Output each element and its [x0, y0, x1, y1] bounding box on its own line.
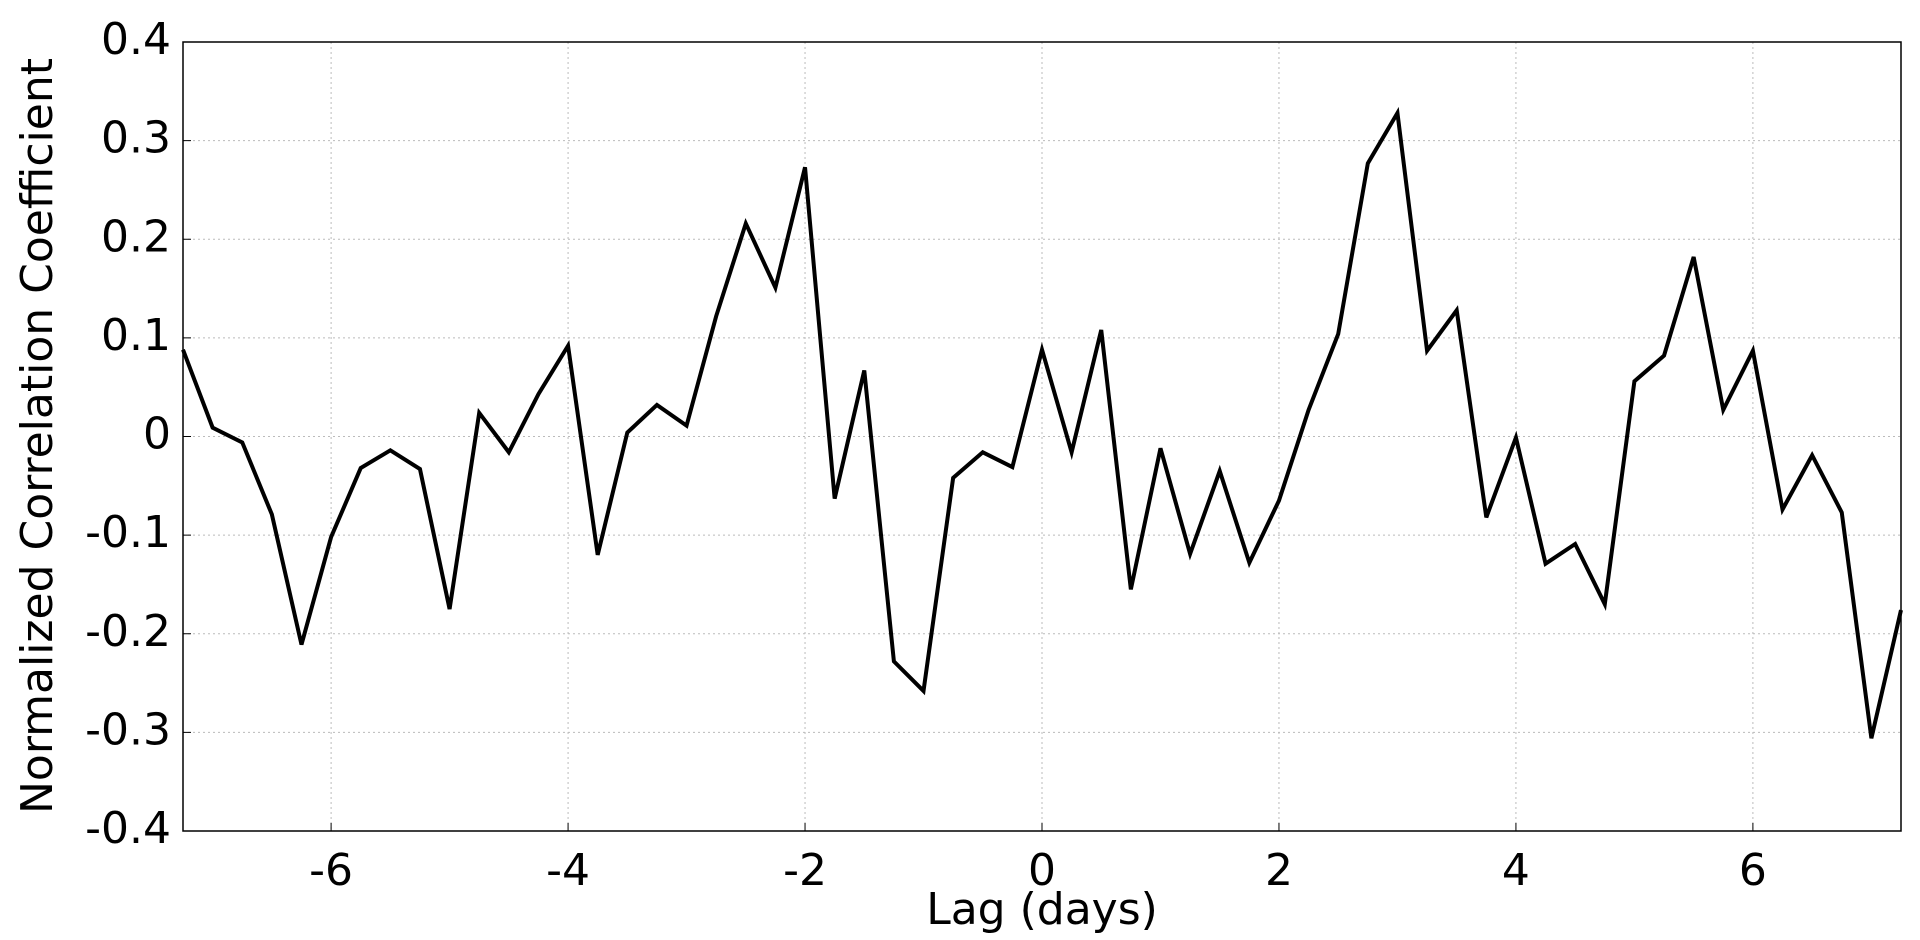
- y-tick-label: 0.2: [101, 211, 171, 262]
- y-tick-label: -0.4: [85, 803, 171, 854]
- y-tick-label: 0.4: [101, 14, 171, 65]
- y-tick-label: 0: [143, 409, 171, 460]
- x-axis-label: Lag (days): [926, 884, 1158, 935]
- y-axis-label: Normalized Correlation Coefficient: [12, 58, 63, 814]
- plot-frame: [182, 41, 1902, 832]
- y-tick-label: -0.2: [85, 606, 171, 657]
- y-tick-label: 0.1: [101, 310, 171, 361]
- x-tick-label: -2: [783, 845, 827, 896]
- x-tick-label: -6: [309, 845, 353, 896]
- x-tick-label: -4: [546, 845, 590, 896]
- x-tick-label: 2: [1265, 845, 1293, 896]
- y-tick-label: -0.3: [85, 704, 171, 755]
- y-tick-label: -0.1: [85, 507, 171, 558]
- data-line: [181, 106, 1903, 739]
- x-tick-label: 6: [1739, 845, 1767, 896]
- x-tick-label: 4: [1502, 845, 1530, 896]
- y-tick-label: 0.3: [101, 113, 171, 164]
- x-tick-label: 0: [1028, 845, 1056, 896]
